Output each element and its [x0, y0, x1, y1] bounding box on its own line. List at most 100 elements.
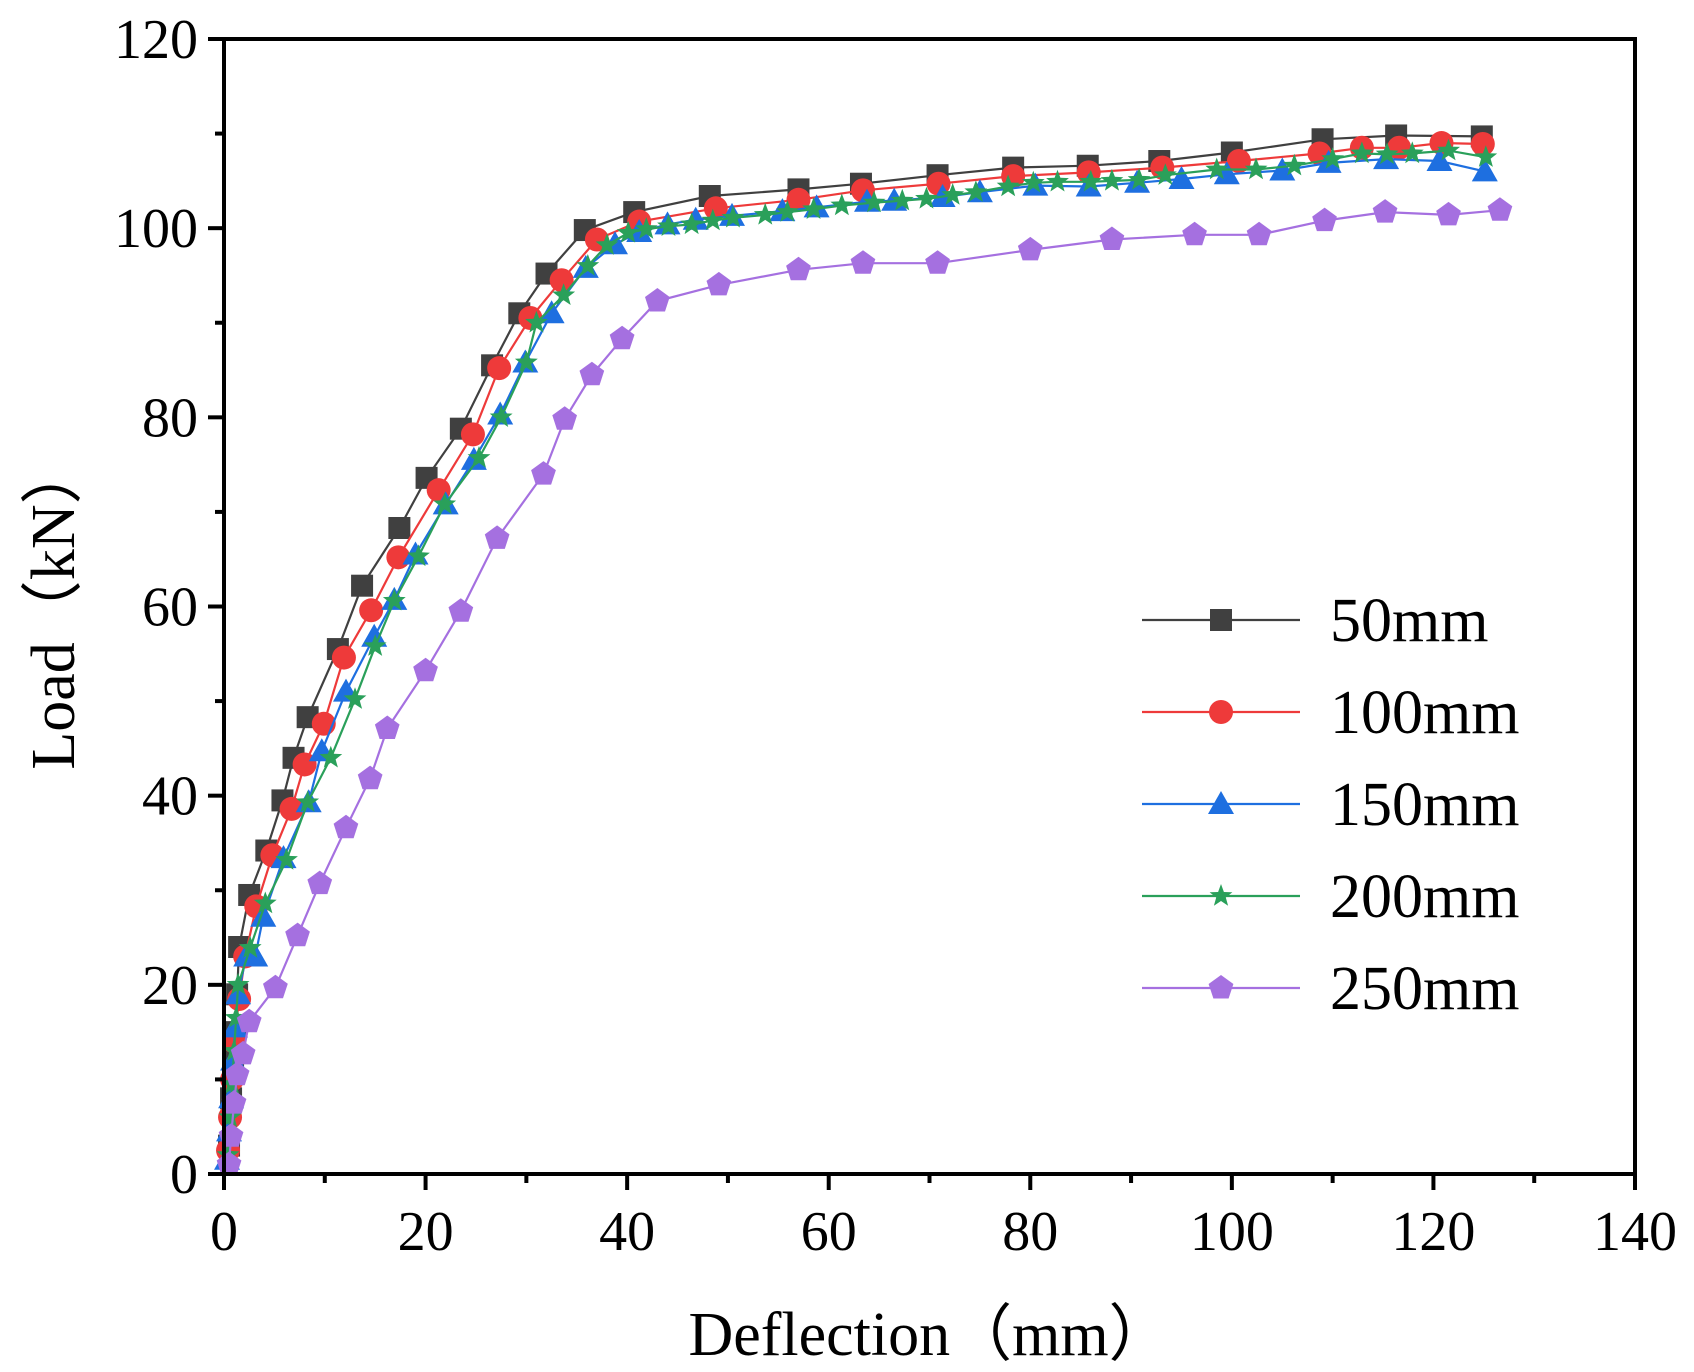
data-point-200mm — [433, 492, 457, 515]
data-point-200mm — [634, 217, 658, 239]
series-250mm — [216, 197, 1513, 1176]
data-point-200mm — [1046, 169, 1069, 192]
y-tick-label: 40 — [142, 766, 198, 828]
axis-layer: 0 20 40 60 80 100 120 140 0 20 40 60 80 100 120 — [114, 9, 1677, 1263]
legend-label: 50mm — [1330, 587, 1488, 655]
data-point-200mm — [238, 935, 262, 958]
data-point-200mm — [467, 446, 491, 468]
data-point-200mm — [407, 544, 430, 567]
legend-item-50mm: 50mm — [1142, 587, 1488, 655]
series-50mm — [218, 124, 1493, 1157]
data-point-150mm — [1471, 158, 1498, 182]
data-point-200mm — [1205, 157, 1229, 180]
legend-marker — [1209, 884, 1233, 906]
legend-item-150mm: 150mm — [1142, 771, 1519, 839]
data-point-200mm — [862, 190, 886, 213]
data-point-200mm — [576, 254, 600, 276]
data-point-250mm — [579, 361, 605, 386]
data-point-200mm — [489, 405, 513, 427]
data-point-100mm — [1226, 149, 1251, 174]
data-point-200mm — [1350, 141, 1374, 164]
series-line-100mm — [226, 141, 1483, 1151]
legend-item-100mm: 100mm — [1142, 679, 1519, 747]
data-point-200mm — [514, 350, 538, 373]
data-point-200mm — [1474, 145, 1498, 167]
data-point-200mm — [296, 790, 320, 812]
data-point-200mm — [595, 233, 619, 255]
y-tick-label: 120 — [114, 9, 198, 71]
legend-marker — [1210, 609, 1232, 631]
data-point-250mm — [609, 325, 635, 350]
x-tick-label: 40 — [599, 1201, 655, 1263]
data-point-250mm — [786, 256, 811, 281]
data-point-200mm — [1282, 153, 1306, 176]
series-line-50mm — [227, 134, 1482, 1146]
data-point-250mm — [1182, 221, 1207, 246]
data-point-100mm — [279, 796, 304, 821]
data-point-250mm — [484, 525, 510, 549]
data-point-100mm — [460, 422, 485, 447]
data-point-200mm — [1021, 170, 1045, 193]
data-point-100mm — [549, 268, 574, 293]
data-point-200mm — [657, 214, 680, 236]
data-point-200mm — [915, 186, 938, 209]
data-point-200mm — [1079, 169, 1103, 192]
data-point-250mm — [552, 406, 577, 430]
data-point-200mm — [1437, 138, 1460, 161]
data-point-200mm — [275, 848, 298, 870]
data-point-250mm — [1436, 201, 1461, 226]
legend-item-250mm: 250mm — [1142, 955, 1519, 1023]
legend-label: 200mm — [1330, 863, 1519, 931]
data-point-250mm — [850, 250, 876, 274]
legend-marker — [1208, 975, 1234, 999]
data-point-200mm — [964, 180, 988, 202]
data-point-200mm — [319, 745, 343, 768]
data-point-200mm — [525, 310, 548, 333]
data-point-200mm — [996, 174, 1020, 197]
data-point-200mm — [802, 197, 825, 219]
data-point-200mm — [1375, 142, 1399, 165]
x-tick-label: 120 — [1391, 1201, 1475, 1263]
data-point-200mm — [226, 972, 250, 995]
data-point-200mm — [616, 220, 640, 243]
series-line-200mm — [226, 149, 1486, 1156]
legend-label: 250mm — [1330, 955, 1519, 1023]
y-tick-label: 0 — [170, 1144, 198, 1206]
x-tick-label: 60 — [801, 1201, 857, 1263]
y-tick-label: 20 — [142, 955, 198, 1017]
data-point-200mm — [1100, 168, 1124, 191]
data-point-250mm — [374, 715, 400, 739]
y-tick-label: 100 — [114, 198, 198, 260]
data-point-200mm — [1400, 141, 1424, 164]
data-point-200mm — [382, 588, 406, 611]
data-point-100mm — [703, 196, 728, 221]
series-line-150mm — [225, 157, 1486, 1160]
series-100mm — [216, 131, 1495, 1163]
data-point-200mm — [1321, 147, 1345, 169]
series-200mm — [216, 138, 1498, 1165]
x-tick-label: 20 — [398, 1201, 454, 1263]
y-tick-label: 80 — [142, 387, 198, 449]
series-line-250mm — [227, 209, 1501, 1165]
legend-marker — [1209, 700, 1233, 724]
data-point-250mm — [1372, 199, 1398, 223]
data-point-150mm — [1269, 157, 1296, 181]
series-150mm — [214, 146, 1498, 1170]
data-point-150mm — [1213, 161, 1240, 185]
data-point-150mm — [538, 300, 565, 324]
legend: 50mm 100mm 150mm 200mm 250mm — [1142, 587, 1519, 1023]
data-point-100mm — [1470, 131, 1495, 156]
data-point-200mm — [218, 1105, 242, 1127]
x-tick-label: 0 — [210, 1201, 238, 1263]
data-point-200mm — [1127, 167, 1151, 190]
data-point-250mm — [531, 461, 556, 485]
data-point-250mm — [221, 1090, 247, 1114]
data-point-250mm — [706, 271, 732, 296]
x-tick-label: 80 — [1002, 1201, 1058, 1263]
data-point-250mm — [645, 288, 670, 312]
data-point-200mm — [224, 1005, 248, 1028]
data-point-250mm — [413, 657, 438, 682]
legend-label: 150mm — [1330, 771, 1519, 839]
data-point-200mm — [1153, 163, 1177, 185]
